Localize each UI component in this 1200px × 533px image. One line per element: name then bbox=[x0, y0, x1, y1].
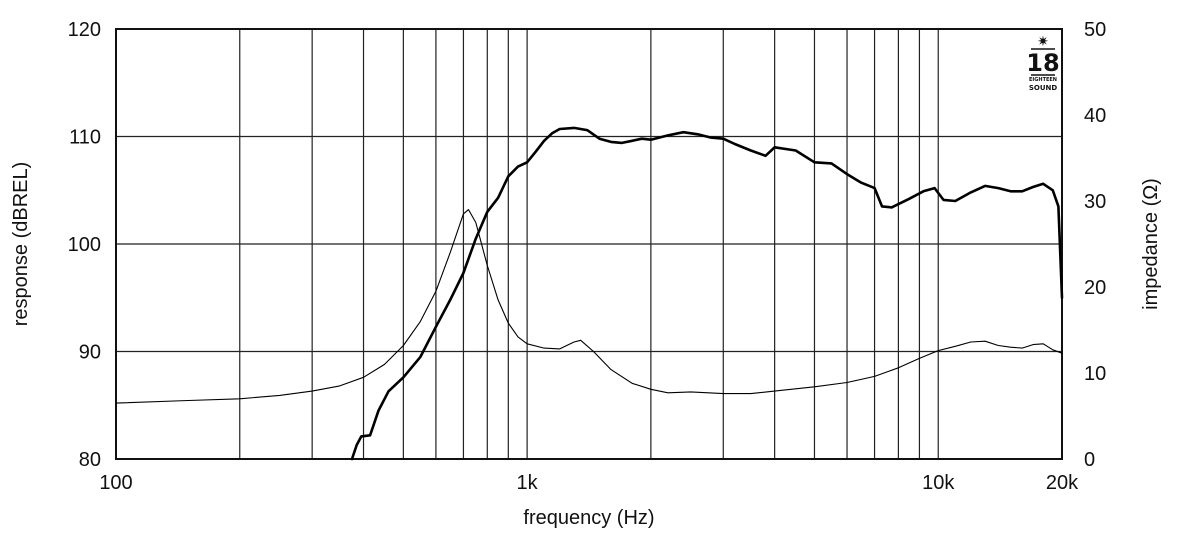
y2-tick-label: 0 bbox=[1084, 449, 1095, 471]
x-tick-label: 100 bbox=[99, 472, 132, 494]
response-curve bbox=[350, 126, 1064, 461]
x-tick-label: 10k bbox=[922, 472, 955, 494]
y-tick-label: 110 bbox=[69, 127, 101, 149]
impedance-curve bbox=[115, 209, 1063, 404]
y-tick-label: 80 bbox=[79, 449, 101, 471]
svg-text:18: 18 bbox=[1026, 49, 1059, 77]
y2-tick-label: 30 bbox=[1084, 191, 1106, 213]
y-tick-label: 120 bbox=[68, 19, 101, 41]
svg-text:✷: ✷ bbox=[1037, 34, 1049, 50]
y2-tick-label: 20 bbox=[1084, 277, 1106, 299]
x-axis-title: frequency (Hz) bbox=[523, 507, 654, 529]
svg-text:EIGHTEEN: EIGHTEEN bbox=[1029, 77, 1057, 83]
y2-tick-label: 50 bbox=[1084, 19, 1106, 41]
grid-lines bbox=[116, 29, 1062, 459]
y2-axis-title: impedance (Ω) bbox=[1140, 178, 1162, 310]
tick-labels: 100 1k 10k 20k 80 90 100 110 120 0 10 20 30 40 50 bbox=[68, 19, 1107, 494]
y-tick-label: 100 bbox=[68, 234, 101, 256]
svg-text:SOUND: SOUND bbox=[1029, 84, 1058, 92]
x-tick-label: 1k bbox=[517, 472, 539, 494]
y-tick-label: 90 bbox=[79, 342, 101, 364]
y-axis-title: response (dBREL) bbox=[10, 162, 32, 327]
series-group bbox=[115, 126, 1064, 461]
y2-tick-label: 40 bbox=[1084, 105, 1106, 127]
plot-frame bbox=[115, 28, 1063, 460]
brand-logo: ✷ 18 EIGHTEEN SOUND bbox=[1026, 34, 1059, 92]
y2-tick-label: 10 bbox=[1084, 363, 1106, 385]
x-tick-label: 20k bbox=[1046, 472, 1079, 494]
